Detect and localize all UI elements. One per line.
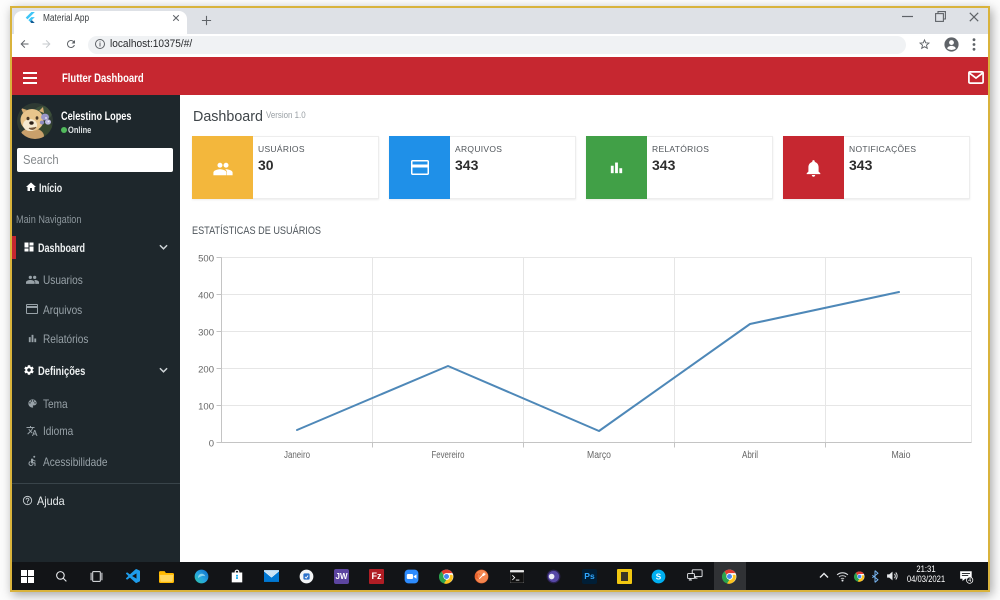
svg-text:400: 400 xyxy=(198,291,214,302)
svg-text:300: 300 xyxy=(198,328,214,339)
svg-text:Abril: Abril xyxy=(742,450,758,461)
svg-text:500: 500 xyxy=(198,254,214,265)
svg-text:0: 0 xyxy=(209,439,214,450)
svg-text:Fevereiro: Fevereiro xyxy=(432,450,465,461)
svg-text:S: S xyxy=(656,573,662,582)
svg-text:100: 100 xyxy=(198,402,214,413)
svg-text:200: 200 xyxy=(198,365,214,376)
svg-text:Março: Março xyxy=(587,450,611,461)
svg-text:Maio: Maio xyxy=(892,450,911,461)
svg-text:4: 4 xyxy=(968,578,971,584)
svg-text:Janeiro: Janeiro xyxy=(284,450,310,461)
